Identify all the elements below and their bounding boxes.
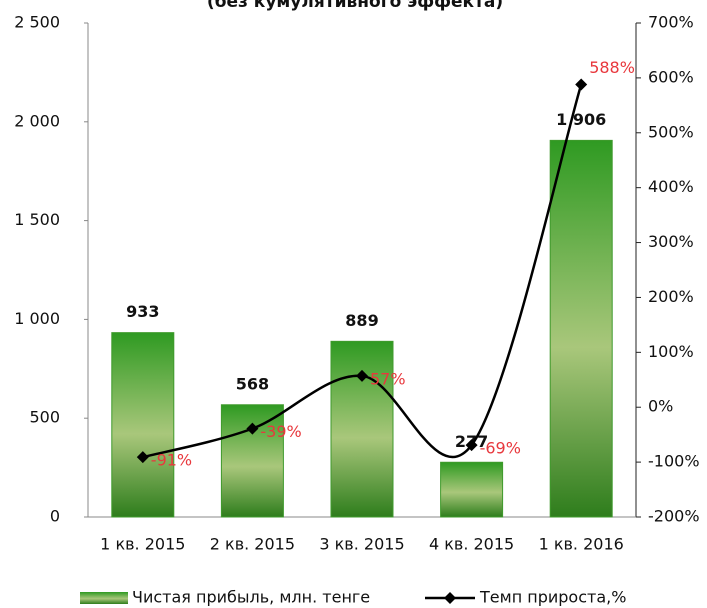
line-marker	[465, 439, 478, 452]
legend-swatch	[80, 592, 128, 604]
bar-value-label: 933	[126, 302, 159, 321]
y-tick-label: 1 500	[14, 210, 60, 229]
y2-tick-label: 400%	[648, 177, 694, 196]
line-marker	[356, 369, 368, 382]
line-value-label: 57%	[370, 369, 406, 388]
y2-tick-label: 100%	[648, 342, 694, 361]
y-tick-label: 500	[29, 408, 60, 427]
bar	[330, 340, 394, 518]
y2-tick-label: 0%	[648, 397, 673, 416]
y2-tick-label: 300%	[648, 232, 694, 251]
chart-title: (без кумулятивного эффекта)	[207, 0, 503, 12]
bar	[549, 139, 613, 518]
y-tick-label: 2 000	[14, 111, 60, 130]
y-tick-label: 0	[50, 507, 60, 526]
line-marker	[136, 451, 149, 464]
y2-tick-label: 500%	[648, 122, 694, 141]
line-value-label: -69%	[480, 439, 521, 458]
line-marker	[575, 78, 588, 91]
bar-value-label: 568	[236, 374, 269, 393]
bar	[111, 332, 175, 518]
line-value-label: -39%	[260, 422, 301, 441]
bar	[440, 461, 504, 518]
line-value-label: -91%	[151, 451, 192, 470]
y2-tick-label: 200%	[648, 287, 694, 306]
bar-value-label: 889	[345, 311, 378, 330]
legend-label: Чистая прибыль, млн. тенге	[132, 588, 370, 607]
bar-value-label: 1 906	[556, 110, 606, 129]
x-tick-label: 1 кв. 2016	[539, 535, 624, 554]
line-marker	[246, 422, 259, 435]
x-tick-label: 1 кв. 2015	[100, 535, 185, 554]
y2-tick-label: -200%	[648, 507, 700, 526]
line	[142, 84, 583, 459]
y-tick-label: 1 000	[14, 309, 60, 328]
y2-tick-label: 600%	[648, 67, 694, 86]
x-tick-label: 4 кв. 2015	[429, 535, 514, 554]
line-value-label: 588%	[589, 58, 635, 77]
legend-marker	[444, 592, 456, 604]
y2-tick-label: 700%	[648, 13, 694, 32]
y2-tick-label: -100%	[648, 452, 700, 471]
x-tick-label: 2 кв. 2015	[210, 535, 295, 554]
legend-label: Темп прироста,%	[479, 588, 626, 607]
x-tick-label: 3 кв. 2015	[319, 535, 404, 554]
y-tick-label: 2 500	[14, 13, 60, 32]
